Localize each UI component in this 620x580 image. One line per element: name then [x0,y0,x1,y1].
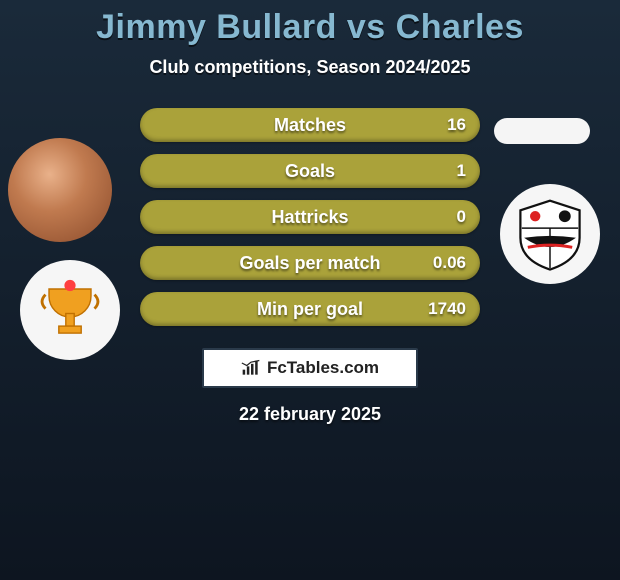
brand-box[interactable]: FcTables.com [202,348,418,388]
stat-value-right: 0.06 [433,246,466,280]
stat-label: Goals per match [140,246,480,280]
stat-label: Goals [140,154,480,188]
player-left-avatar [8,138,112,242]
stat-value-right: 1740 [428,292,466,326]
comparison-content: Matches 16 Goals 1 Hattricks 0 Goals per… [0,108,620,425]
stat-value-right: 0 [457,200,466,234]
stat-label: Hattricks [140,200,480,234]
brand-text: FcTables.com [267,358,379,378]
player-right-avatar [494,118,590,144]
trophy-icon [35,275,105,345]
stat-label: Matches [140,108,480,142]
stat-bar: Goals 1 [140,154,480,188]
stat-bar: Min per goal 1740 [140,292,480,326]
page-subtitle: Club competitions, Season 2024/2025 [0,57,620,78]
stat-bar: Hattricks 0 [140,200,480,234]
club-right-badge [500,184,600,284]
date-text: 22 february 2025 [0,404,620,425]
shield-icon [513,197,587,271]
bar-chart-icon [241,359,261,377]
stat-bar: Matches 16 [140,108,480,142]
page-title: Jimmy Bullard vs Charles [0,0,620,47]
stats-bars: Matches 16 Goals 1 Hattricks 0 Goals per… [140,108,480,326]
stat-bar: Goals per match 0.06 [140,246,480,280]
club-left-badge [20,260,120,360]
stat-value-right: 16 [447,108,466,142]
stat-value-right: 1 [457,154,466,188]
